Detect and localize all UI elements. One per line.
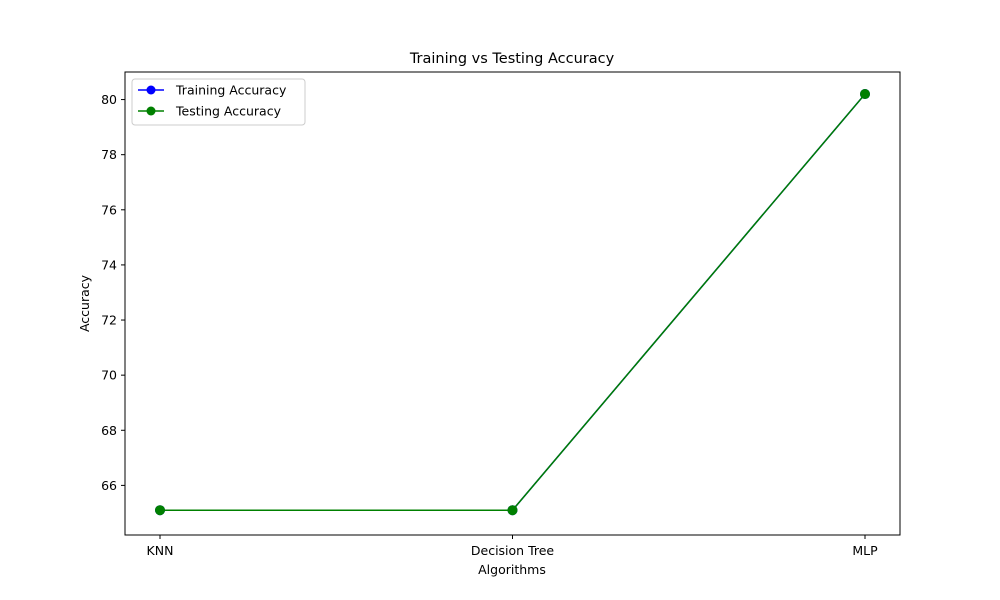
series-1-point <box>155 505 165 516</box>
y-axis-label: Accuracy <box>77 274 92 332</box>
y-tick-label: 80 <box>101 92 117 107</box>
legend-label-testing: Testing Accuracy <box>175 104 282 119</box>
x-axis-ticks: KNN Decision Tree MLP <box>147 535 878 558</box>
legend-box <box>131 78 306 126</box>
y-tick-label: 70 <box>101 368 117 383</box>
y-tick-label: 74 <box>101 257 117 272</box>
chart-title: Training vs Testing Accuracy <box>409 51 615 67</box>
x-axis-label: Algorithms <box>478 562 546 577</box>
x-tick-label: KNN <box>147 543 174 558</box>
series-1-point <box>860 89 870 100</box>
y-axis-ticks: 66 68 70 72 74 76 78 80 <box>101 92 125 493</box>
legend: Training Accuracy Testing Accuracy <box>131 78 306 126</box>
x-tick-label: Decision Tree <box>471 543 555 558</box>
y-tick-label: 66 <box>101 478 117 493</box>
x-tick-label: MLP <box>852 543 878 558</box>
series-layer <box>155 89 870 516</box>
y-tick-label: 68 <box>101 423 117 438</box>
y-tick-label: 72 <box>101 313 117 328</box>
legend-marker-testing <box>146 106 156 116</box>
legend-label-training: Training Accuracy <box>175 83 287 98</box>
y-tick-label: 76 <box>101 202 117 217</box>
y-tick-label: 78 <box>101 147 117 162</box>
legend-marker-training <box>146 85 156 95</box>
series-1-point <box>507 505 518 516</box>
